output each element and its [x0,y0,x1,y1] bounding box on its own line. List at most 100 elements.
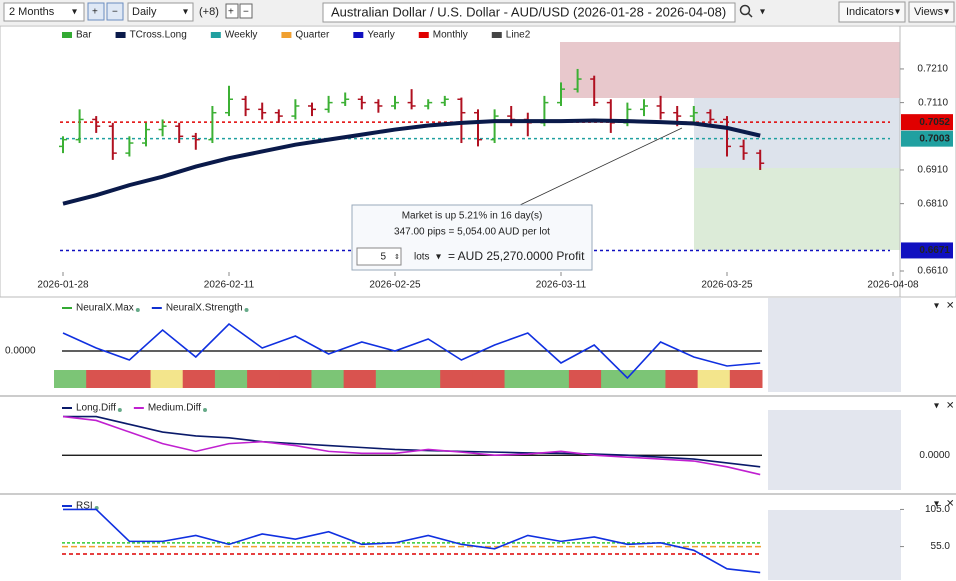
axis-label: 105.0 [925,504,950,515]
signal-strip [86,370,119,388]
spinner[interactable]: ⇕ [394,253,400,261]
future-zone [768,510,901,580]
legend-label: RSI [76,501,93,512]
minus-icon: − [243,7,249,18]
panel-close[interactable]: ✕ [946,499,954,510]
signal-strip [504,370,538,388]
loss-zone [560,42,900,98]
signal-strip [150,370,184,388]
lots-input[interactable] [356,247,402,266]
legend-dot [135,308,140,312]
axis-label: 0.0000 [919,450,950,461]
legend-dot [117,408,122,412]
lots-label: lots [414,252,430,263]
legend-swatch [115,32,126,38]
dropdown-arrow: ▾ [944,7,949,18]
legend-label: Quarter [295,30,330,41]
legend-swatch [281,32,292,38]
legend-dot [203,408,208,412]
measure-line [519,127,683,206]
panel-close[interactable]: ✕ [946,301,954,312]
level-label: 0.7003 [919,133,950,144]
info-line: 347.00 pips = 5,054.00 AUD per lot [394,227,550,238]
panel-close[interactable]: ✕ [946,401,954,412]
date-label: 2026-03-25 [701,280,753,291]
search-icon-handle [747,12,753,18]
price-tick-label: 0.6810 [917,198,948,209]
views-text: Views [914,6,944,18]
dropdown-arrow[interactable]: ▾ [436,252,441,263]
symbol-box[interactable] [322,2,736,23]
entry-zone [694,98,900,168]
level-box [901,114,953,131]
legend-dot [244,308,249,312]
date-label: 2026-02-25 [369,280,421,291]
legend-label: Medium.Diff [148,403,201,414]
legend-label: Line2 [506,30,531,41]
search-icon[interactable] [739,4,751,16]
axis-label: 55.0 [931,541,951,552]
signal-strip [54,370,87,388]
signal-strip [601,370,634,388]
legend-label: Monthly [433,30,468,41]
dropdown-arrow: ▾ [895,7,900,18]
range-select[interactable] [3,2,85,22]
interval-text: Daily [132,6,157,18]
dropdown-arrow: ▾ [72,7,77,18]
date-label: 2026-01-28 [37,280,89,291]
plus-icon: + [92,7,98,18]
panel-collapse[interactable]: ▾ [934,499,939,510]
signal-strip [568,370,602,388]
panel-collapse[interactable]: ▾ [934,401,939,412]
level-box [901,130,953,147]
lots-value: 5 [380,252,386,263]
legend-swatch [62,32,72,38]
plus-icon: + [228,7,234,18]
price-tick-label: 0.7110 [918,97,948,108]
dropdown-arrow: ▾ [760,7,765,18]
views-button[interactable] [908,1,955,23]
signal-strip [247,370,280,388]
range-text: 2 Months [9,6,55,18]
info-line: Market is up 5.21% in 16 day(s) [402,211,543,222]
signal-strip [214,370,248,388]
price-tick-label: 0.6610 [917,266,948,277]
signal-strip [375,370,409,388]
signal-strip [279,370,312,388]
profit-zone [694,168,900,250]
minus-button[interactable] [106,2,124,21]
signal-strip [665,370,699,388]
interval-select[interactable] [127,2,194,22]
date-label: 2026-04-08 [867,280,919,291]
dropdown-arrow: ▾ [183,7,188,18]
legend-swatch [491,32,502,38]
signal-strip [440,370,473,388]
level-label: 0.7052 [919,117,950,128]
legend-swatch [353,32,364,38]
legend-label: NeuralX.Max [76,303,134,314]
price-tick-label: 0.6910 [917,165,948,176]
indicator-line [63,415,761,468]
legend-label: TCross.Long [130,30,187,41]
minus-icon: − [112,7,118,18]
signal-strip [408,370,441,388]
signal-strip [536,370,570,388]
legend-swatch [210,32,221,38]
legend-label: NeuralX.Strength [166,303,243,314]
panel-collapse[interactable]: ▾ [934,301,939,312]
indicators-text: Indicators [846,6,894,18]
minus-button[interactable] [239,3,253,19]
future-zone [768,410,901,490]
legend-label: Weekly [225,30,258,41]
indicator-line [62,322,761,380]
plus-button[interactable] [225,3,239,19]
plus-button[interactable] [87,2,105,21]
indicators-button[interactable] [838,1,906,23]
price-tick-label: 0.7210 [917,64,948,75]
date-label: 2026-03-11 [536,280,587,291]
signal-strip [472,370,506,388]
legend-label: Bar [76,30,92,41]
indicator-line [63,508,761,574]
